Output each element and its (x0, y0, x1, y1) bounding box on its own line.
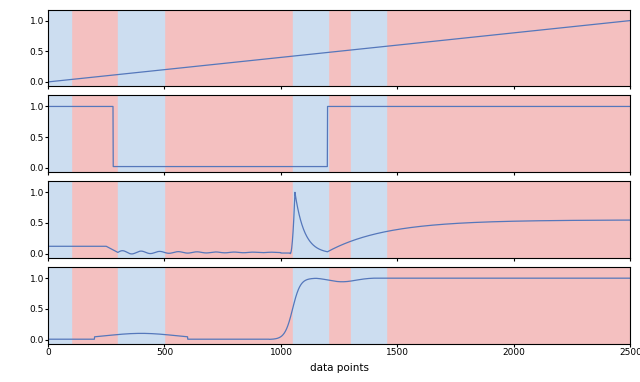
Bar (386, 10, 630, 86)
Bar (351, 96, 386, 172)
Bar (292, 181, 328, 258)
Bar (351, 10, 386, 86)
Bar (118, 181, 164, 258)
Bar (118, 10, 164, 86)
Bar (48, 267, 71, 344)
Bar (292, 267, 328, 344)
Bar (48, 96, 71, 172)
Bar (71, 96, 118, 172)
Bar (164, 181, 292, 258)
Bar (71, 267, 118, 344)
Bar (164, 267, 292, 344)
Bar (118, 96, 164, 172)
Bar (328, 181, 351, 258)
Bar (386, 267, 630, 344)
Bar (164, 96, 292, 172)
Bar (351, 267, 386, 344)
Bar (386, 181, 630, 258)
Bar (164, 10, 292, 86)
Bar (292, 10, 328, 86)
Bar (328, 10, 351, 86)
Bar (292, 96, 328, 172)
Bar (351, 181, 386, 258)
X-axis label: data points: data points (310, 363, 369, 372)
Bar (118, 267, 164, 344)
Bar (386, 96, 630, 172)
Bar (48, 181, 71, 258)
Bar (328, 96, 351, 172)
Bar (48, 10, 71, 86)
Bar (71, 181, 118, 258)
Bar (71, 10, 118, 86)
Bar (328, 267, 351, 344)
